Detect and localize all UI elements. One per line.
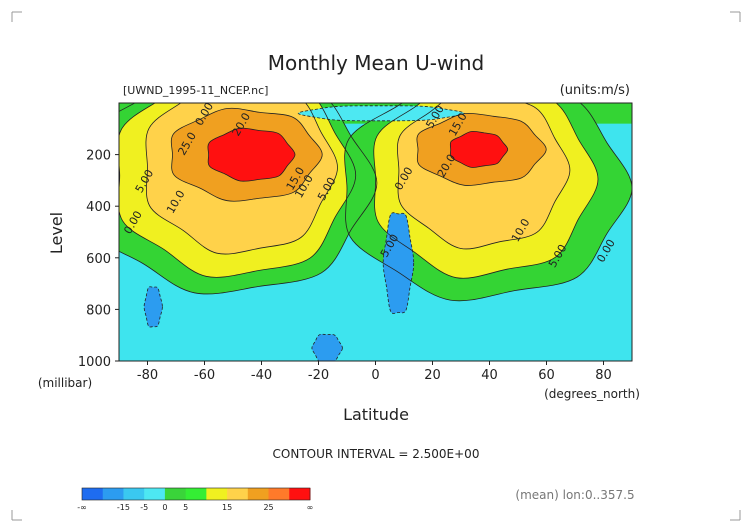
colorbar-swatch [82, 488, 104, 500]
x-tick-label: 80 [595, 368, 612, 383]
colorbar-swatch [164, 488, 187, 500]
y-tick-label: 800 [86, 303, 111, 318]
contour-line-top-easterly [297, 105, 465, 122]
colorbar-swatch [144, 488, 166, 500]
contour-fill-negative-0 [383, 212, 414, 314]
y-axis: 200 400 600 800 1000 [78, 149, 119, 370]
file-label: [UWND_1995-11_NCEP.nc] [123, 84, 268, 97]
contour-line-south-1 [119, 103, 357, 278]
contour-fill-layer [119, 103, 632, 361]
contour-line-north-3 [416, 112, 547, 186]
contour-fill-south-4 [207, 128, 295, 182]
colorbar-swatch [123, 488, 145, 500]
colorbar-swatch [102, 488, 124, 500]
contour-line-layer [119, 103, 632, 361]
contour-line-south-3 [170, 107, 323, 202]
y-tick-label: 200 [86, 149, 111, 164]
contour-line-negative-0 [382, 212, 415, 314]
x-axis: -80 -60 -40 -20 0 20 40 60 80 [137, 361, 612, 383]
y-units-label: (millibar) [38, 376, 92, 390]
x-units-label: (degrees_north) [544, 387, 640, 401]
contour-fill-negative-1 [311, 334, 343, 361]
x-tick-label: 60 [538, 368, 555, 383]
colorbar-swatch [247, 488, 270, 500]
colorbar-swatch [185, 488, 207, 500]
y-tick-label: 400 [86, 200, 111, 215]
colorbar-label: 5 [183, 503, 188, 512]
colorbar-label: 25 [263, 503, 273, 512]
colorbar-label: -5 [140, 503, 148, 512]
contour-line-negative-1 [311, 333, 343, 361]
colorbar-label: -15 [117, 503, 130, 512]
colorbar-swatch [206, 488, 228, 500]
contour-line-north-4 [449, 130, 509, 168]
colorbar-frame [81, 487, 311, 501]
colorbar-label: 15 [222, 503, 232, 512]
x-tick-label: -80 [137, 368, 158, 383]
x-tick-label: -20 [308, 368, 329, 383]
page-corner-marker [730, 510, 741, 521]
contour-line-north-1 [373, 103, 599, 279]
contour-line-south-0 [119, 103, 378, 295]
y-axis-title: Level [47, 212, 66, 254]
colorbar: -∞ -15 -5 0 5 15 25 ∞ [77, 487, 314, 512]
y-tick-label: 600 [86, 252, 111, 267]
contour-line-south-2 [145, 103, 338, 255]
page-corner-marker [11, 510, 22, 521]
colorbar-swatch [227, 488, 249, 500]
colorbar-label: -∞ [77, 503, 87, 512]
page-corner-marker [730, 11, 741, 22]
x-tick-label: 0 [371, 368, 379, 383]
x-tick-label: 40 [481, 368, 498, 383]
x-tick-label: -60 [194, 368, 215, 383]
page-corner-marker [11, 11, 22, 22]
x-tick-label: -40 [251, 368, 272, 383]
contour-line-north-0 [344, 103, 632, 302]
contour-line-south-4 [207, 127, 296, 182]
y-tick-label: 1000 [78, 355, 111, 370]
contour-fill-north-4 [450, 131, 508, 168]
colorbar-label: 0 [162, 503, 167, 512]
colorbar-swatch [268, 488, 290, 500]
footer-note: (mean) lon:0..357.5 [515, 488, 634, 502]
colorbar-swatch [289, 488, 311, 500]
colorbar-label: ∞ [307, 503, 314, 512]
contour-line-north-2 [397, 103, 571, 250]
x-axis-title: Latitude [343, 405, 409, 424]
contour-fill-negative-2 [144, 286, 163, 328]
units-label: (units:m/s) [560, 83, 630, 98]
contour-interval-text: CONTOUR INTERVAL = 2.500E+00 [273, 447, 480, 461]
chart-title: Monthly Mean U-wind [268, 51, 484, 75]
x-tick-label: 20 [424, 368, 441, 383]
